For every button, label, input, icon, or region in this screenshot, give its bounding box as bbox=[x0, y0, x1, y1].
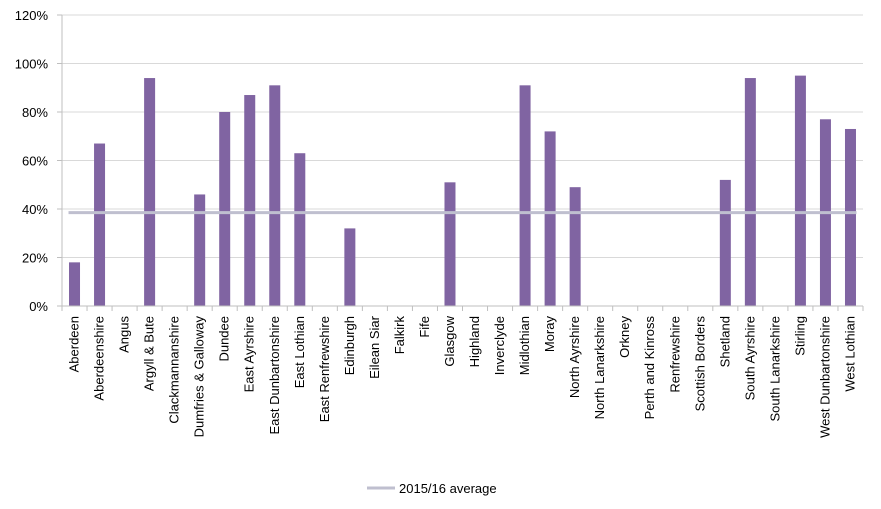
bar bbox=[844, 128, 856, 306]
bar bbox=[569, 187, 581, 306]
y-tick-label: 0% bbox=[29, 299, 48, 314]
x-tick-label: Clackmannanshire bbox=[167, 316, 182, 424]
legend: 2015/16 average bbox=[367, 481, 497, 496]
bar bbox=[69, 262, 81, 306]
bar bbox=[269, 85, 281, 306]
x-tick-label: Aberdeenshire bbox=[92, 316, 107, 401]
x-tick-label: Stirling bbox=[792, 316, 807, 356]
y-tick-label: 60% bbox=[22, 154, 48, 169]
x-tick-label: North Lanarkshire bbox=[592, 316, 607, 419]
x-tick-label: East Ayrshire bbox=[242, 316, 257, 392]
bar bbox=[744, 78, 756, 306]
x-tick-label: Perth and Kinross bbox=[642, 316, 657, 420]
x-tick-label: Orkney bbox=[617, 316, 632, 358]
x-tick-label: South Ayrshire bbox=[742, 316, 757, 400]
x-tick-label: West Lothian bbox=[842, 316, 857, 392]
bar bbox=[294, 153, 306, 306]
bar bbox=[244, 95, 256, 307]
x-tick-label: South Lanarkshire bbox=[767, 316, 782, 422]
axes bbox=[57, 14, 864, 311]
bar-series bbox=[69, 75, 856, 307]
x-tick-label: Aberdeen bbox=[67, 316, 82, 372]
x-tick-label: Argyll & Bute bbox=[142, 316, 157, 391]
y-tick-label: 20% bbox=[22, 251, 48, 266]
bar bbox=[194, 194, 206, 306]
y-tick-label: 120% bbox=[15, 8, 49, 23]
bar bbox=[144, 78, 156, 306]
bar bbox=[444, 182, 456, 306]
x-tick-label: Highland bbox=[467, 316, 482, 367]
x-tick-label: Inverclyde bbox=[492, 316, 507, 375]
bar bbox=[94, 143, 106, 306]
x-tick-label: Moray bbox=[542, 316, 557, 353]
x-tick-label: Edinburgh bbox=[342, 316, 357, 375]
x-tick-label: West Dunbartonshire bbox=[817, 316, 832, 438]
x-tick-label: East Dunbartonshire bbox=[267, 316, 282, 435]
bar bbox=[719, 179, 731, 306]
x-tick-label: Glasgow bbox=[442, 315, 457, 366]
x-tick-label: Fife bbox=[417, 316, 432, 338]
bar bbox=[219, 112, 231, 306]
x-tick-label: East Renfrewshire bbox=[317, 316, 332, 422]
x-tick-label: Falkirk bbox=[392, 316, 407, 355]
legend-label: 2015/16 average bbox=[399, 481, 497, 496]
y-axis-ticks: 0% 20% 40% 60% 80% 100% 120% bbox=[15, 8, 49, 314]
bar bbox=[794, 75, 806, 306]
y-tick-label: 80% bbox=[22, 105, 48, 120]
x-tick-label: East Lothian bbox=[292, 316, 307, 388]
x-tick-label: Angus bbox=[117, 316, 132, 353]
bar bbox=[544, 131, 556, 306]
x-tick-label: North Ayrshire bbox=[567, 316, 582, 398]
x-tick-label: Eilean Siar bbox=[367, 315, 382, 379]
x-tick-label: Dumfries & Galloway bbox=[192, 316, 207, 438]
bar bbox=[344, 228, 356, 306]
gridlines bbox=[62, 14, 863, 258]
x-tick-label: Shetland bbox=[717, 316, 732, 367]
bar bbox=[519, 85, 531, 306]
x-tick-label: Midlothian bbox=[517, 316, 532, 375]
x-tick-label: Dundee bbox=[217, 316, 232, 362]
x-tick-label: Renfrewshire bbox=[667, 316, 682, 393]
y-tick-label: 100% bbox=[15, 57, 49, 72]
x-axis-labels: Aberdeen Aberdeenshire Angus Argyll & Bute C… bbox=[67, 315, 858, 438]
x-tick-label: Scottish Borders bbox=[692, 316, 707, 412]
y-tick-label: 40% bbox=[22, 202, 48, 217]
